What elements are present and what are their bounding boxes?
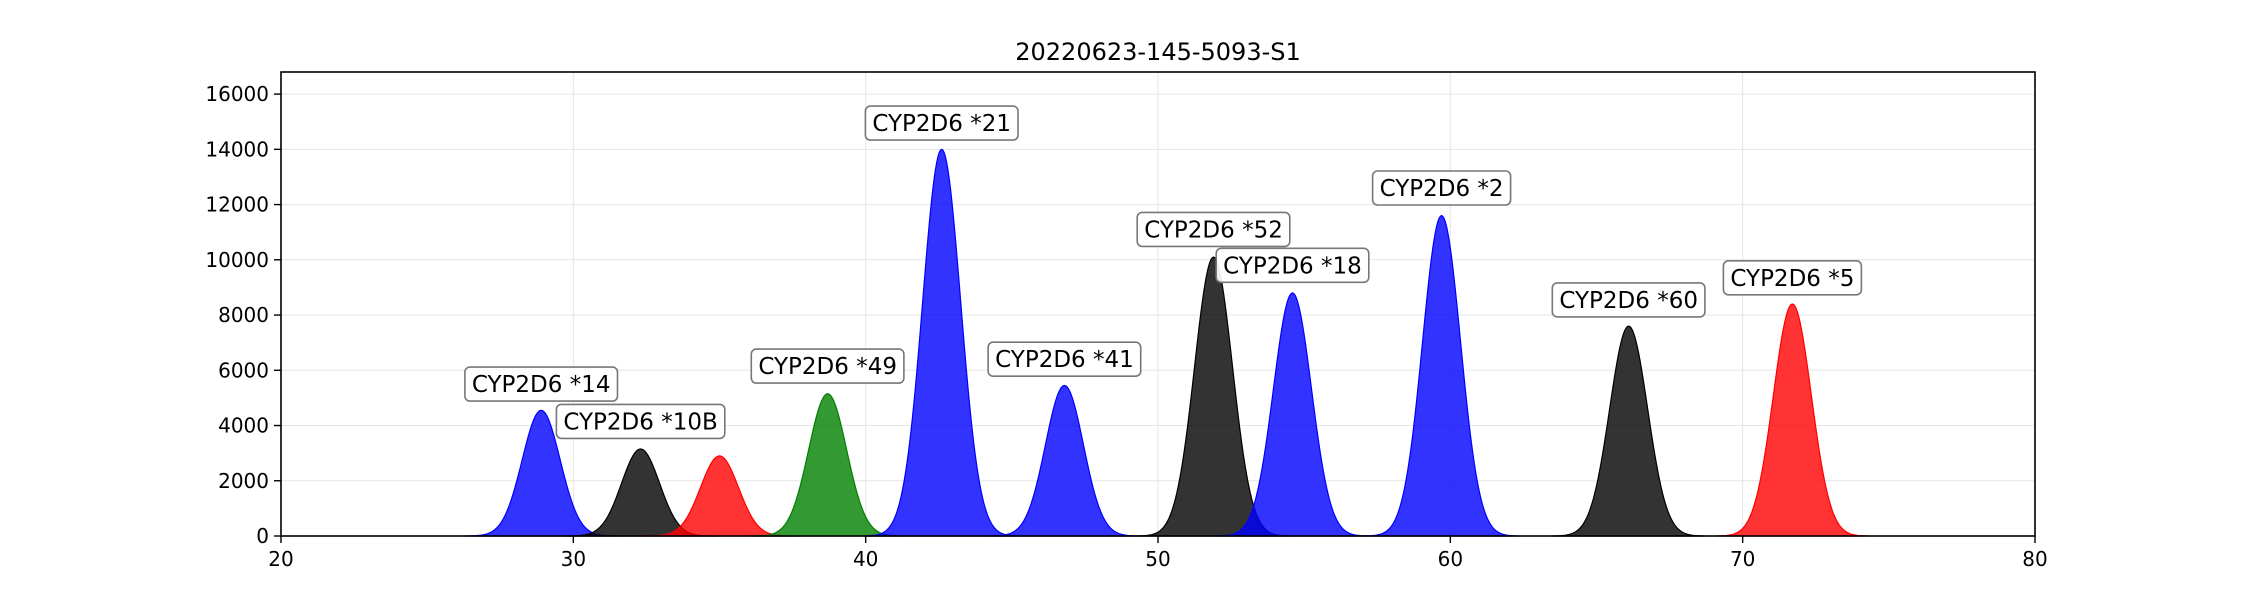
y-tick-label: 8000 bbox=[218, 303, 269, 327]
peaks-layer bbox=[464, 148, 1869, 537]
annotation-label: CYP2D6 *5 bbox=[1730, 266, 1854, 292]
annotation-label: CYP2D6 *18 bbox=[1223, 253, 1362, 279]
annotation-box bbox=[987, 341, 1142, 378]
x-axis: 20 30 40 50 60 70 80 bbox=[268, 536, 2048, 571]
annotation-label: CYP2D6 *14 bbox=[472, 372, 611, 398]
peak bbox=[865, 148, 1019, 537]
peak-annotation: CYP2D6 *5 bbox=[1722, 259, 1863, 296]
annotation-box bbox=[1371, 170, 1512, 206]
peak bbox=[1715, 303, 1869, 537]
annotation-box bbox=[1551, 282, 1706, 318]
x-tick-label: 70 bbox=[1730, 547, 1755, 571]
peak bbox=[1364, 214, 1519, 537]
x-tick-label: 30 bbox=[561, 547, 586, 571]
peak-annotation: CYP2D6 *49 bbox=[750, 348, 905, 384]
annotation-box bbox=[555, 403, 726, 440]
y-tick-label: 16000 bbox=[205, 82, 269, 106]
peak-annotation: CYP2D6 *60 bbox=[1551, 282, 1706, 318]
x-tick-label: 20 bbox=[268, 547, 293, 571]
peak bbox=[1552, 325, 1706, 537]
chart-title: 20220623-145-5093-S1 bbox=[1015, 38, 1301, 66]
peak-annotation: CYP2D6 *52 bbox=[1136, 211, 1291, 248]
annotation-box bbox=[864, 105, 1019, 141]
peak bbox=[751, 393, 905, 537]
x-tick-label: 80 bbox=[2022, 547, 2047, 571]
annotation-box bbox=[750, 348, 905, 384]
annotation-label: CYP2D6 *49 bbox=[758, 354, 897, 380]
y-tick-label: 4000 bbox=[218, 414, 269, 438]
x-tick-label: 40 bbox=[853, 547, 878, 571]
annotation-label: CYP2D6 *41 bbox=[995, 347, 1134, 373]
y-tick-label: 12000 bbox=[205, 193, 269, 217]
peak bbox=[987, 384, 1142, 537]
x-tick-label: 60 bbox=[1438, 547, 1463, 571]
annotation-label: CYP2D6 *60 bbox=[1559, 288, 1698, 314]
y-tick-label: 2000 bbox=[218, 469, 269, 493]
y-tick-label: 14000 bbox=[205, 137, 269, 161]
peak-annotation: CYP2D6 *10B bbox=[555, 403, 726, 440]
annotation-box bbox=[464, 366, 619, 402]
annotation-box bbox=[1722, 259, 1863, 296]
annotation-label: CYP2D6 *21 bbox=[872, 111, 1011, 137]
peak bbox=[1215, 292, 1370, 537]
annotation-label: CYP2D6 *52 bbox=[1144, 217, 1283, 243]
annotation-box bbox=[1215, 247, 1370, 284]
annotation-label: CYP2D6 *10B bbox=[563, 409, 717, 435]
y-tick-label: 10000 bbox=[205, 248, 269, 272]
peak-annotation: CYP2D6 *41 bbox=[987, 341, 1142, 378]
x-tick-label: 50 bbox=[1145, 547, 1170, 571]
annotation-label: CYP2D6 *2 bbox=[1380, 176, 1504, 202]
peak-annotation: CYP2D6 *21 bbox=[864, 105, 1019, 141]
peak-annotation: CYP2D6 *14 bbox=[464, 366, 619, 402]
annotation-box bbox=[1136, 211, 1291, 248]
y-tick-label: 0 bbox=[256, 524, 269, 548]
annotations-layer: CYP2D6 *14 CYP2D6 *10B CYP2D6 *49 CYP2D6 *2… bbox=[464, 105, 1863, 440]
y-axis: 0 2000 4000 6000 8000 10000 12000 14000 16000 bbox=[205, 82, 281, 548]
y-tick-label: 6000 bbox=[218, 358, 269, 382]
peak-annotation: CYP2D6 *18 bbox=[1215, 247, 1370, 284]
peak-annotation: CYP2D6 *2 bbox=[1371, 170, 1512, 206]
